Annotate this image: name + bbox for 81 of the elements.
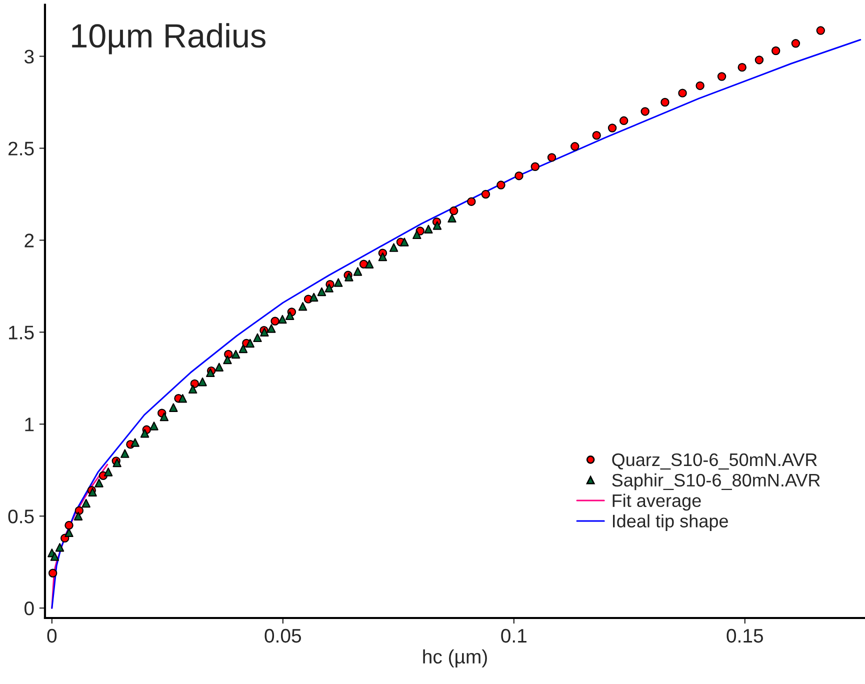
point bbox=[266, 324, 276, 333]
point bbox=[467, 197, 476, 206]
point bbox=[449, 206, 458, 216]
point bbox=[514, 171, 524, 180]
point bbox=[82, 498, 90, 508]
point bbox=[178, 394, 188, 403]
point bbox=[678, 88, 687, 98]
point bbox=[64, 520, 74, 530]
x-tick-label: 0.15 bbox=[726, 628, 763, 643]
point bbox=[104, 468, 113, 476]
point bbox=[448, 214, 456, 222]
x-tick-label: 0.1 bbox=[501, 628, 526, 643]
point bbox=[481, 190, 490, 199]
y-tick-label: 3 bbox=[24, 50, 34, 64]
point bbox=[619, 116, 628, 126]
point bbox=[496, 180, 506, 190]
point bbox=[378, 252, 388, 262]
point bbox=[278, 314, 287, 324]
text: 10µm Radius bbox=[72, 23, 266, 54]
point bbox=[389, 243, 398, 252]
point bbox=[246, 338, 254, 348]
point bbox=[169, 403, 178, 412]
point bbox=[298, 302, 308, 311]
legend-label: Fit average bbox=[612, 494, 701, 511]
point bbox=[717, 72, 726, 81]
point bbox=[547, 153, 556, 162]
point bbox=[592, 131, 601, 140]
y-tick-label: 1 bbox=[25, 418, 34, 432]
y-tick-label: 2 bbox=[24, 234, 34, 248]
point bbox=[816, 26, 826, 35]
x-tick-label: 0 bbox=[47, 628, 57, 643]
point bbox=[74, 512, 83, 520]
point bbox=[400, 238, 409, 246]
point bbox=[738, 62, 746, 72]
point bbox=[432, 221, 442, 230]
point bbox=[214, 362, 224, 372]
point bbox=[231, 350, 240, 359]
y-tick-label: 0 bbox=[24, 602, 34, 616]
point bbox=[223, 355, 232, 364]
point bbox=[64, 528, 74, 538]
point bbox=[570, 142, 580, 151]
legend-label: Quarz_S10-6_50mN.AVR bbox=[612, 453, 817, 470]
point bbox=[55, 543, 64, 552]
point bbox=[150, 422, 158, 430]
y-tick-label: 1.5 bbox=[9, 326, 34, 340]
point bbox=[364, 260, 374, 268]
point bbox=[190, 379, 200, 388]
point bbox=[424, 224, 433, 234]
legend-label: Saphir_S10-6_80mN.AVR bbox=[612, 473, 820, 490]
point bbox=[120, 449, 130, 458]
legend-label: Ideal tip shape bbox=[612, 514, 728, 532]
point bbox=[48, 568, 58, 578]
point bbox=[253, 333, 262, 342]
y-tick-label: 0.5 bbox=[8, 510, 34, 524]
x-axis-title: hc (µm) bbox=[423, 649, 487, 668]
point bbox=[660, 98, 670, 107]
point bbox=[270, 316, 280, 326]
x-tick-label: 0.05 bbox=[264, 628, 302, 643]
point bbox=[696, 81, 704, 90]
point bbox=[530, 162, 540, 171]
point bbox=[791, 39, 800, 48]
point bbox=[160, 412, 169, 422]
point bbox=[188, 384, 198, 394]
point bbox=[285, 311, 294, 320]
point bbox=[238, 344, 248, 354]
point bbox=[754, 56, 764, 64]
point bbox=[309, 292, 318, 302]
point bbox=[771, 46, 780, 56]
point bbox=[353, 267, 362, 276]
point bbox=[317, 287, 326, 296]
y-tick-label: 2.5 bbox=[8, 142, 34, 156]
point bbox=[50, 552, 60, 561]
point bbox=[198, 377, 207, 386]
point bbox=[140, 428, 150, 438]
point bbox=[334, 278, 343, 287]
point bbox=[324, 284, 334, 292]
point bbox=[130, 438, 140, 447]
point bbox=[608, 124, 617, 132]
point bbox=[94, 478, 104, 488]
point bbox=[412, 230, 422, 240]
point bbox=[640, 107, 650, 116]
